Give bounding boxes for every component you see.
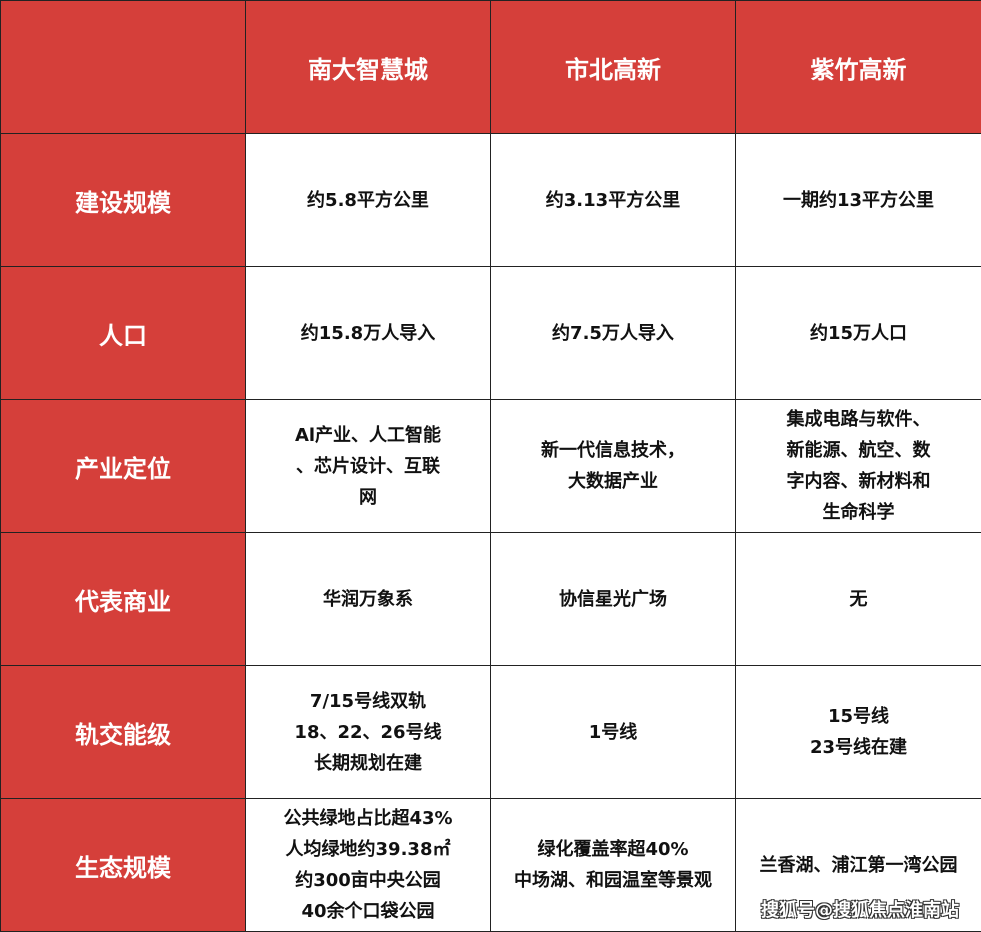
cell-line: 生命科学 [822,502,895,523]
cell-line: 1号线 [588,721,638,743]
table-cell: 兰香湖、浦江第一湾公园 [735,798,981,932]
cell-line: 约3.13平方公里 [545,189,681,211]
cell-line: 约7.5万人导入 [552,322,674,344]
cell-line: 无 [849,588,868,610]
watermark: 搜狐号@搜狐焦点淮南站 [761,900,959,921]
cell-line: 绿化覆盖率超40% [537,839,689,860]
header-zizhu: 紫竹高新 [735,0,981,134]
cell-line: Al产业、人工智能 [294,424,442,446]
cell-line: 约5.8平方公里 [307,189,429,211]
table-cell: Al产业、人工智能 、芯片设计、互联网 [245,399,491,533]
table-cell: 1号线 [490,665,736,799]
cell-line: 新能源、航空、数 [786,440,931,461]
cell-line: 协信星光广场 [559,588,667,610]
cell-line: 约300亩中央公园 [295,870,441,891]
header-corner [0,0,246,134]
table-cell: 新一代信息技术， 大数据产业 [490,399,736,533]
header-nanda: 南大智慧城 [245,0,491,134]
cell-line: 网 [359,486,377,508]
row-label: 轨交能级 [0,665,246,799]
cell-line: 约15万人口 [809,322,908,344]
table-row: 产业定位 Al产业、人工智能 、芯片设计、互联网新一代信息技术， 大数据产业 集成电路与… [0,399,981,533]
cell-line: 人均绿地约39.38㎡ [285,839,451,860]
cell-line: 23号线在建 [809,737,908,758]
table-cell: 集成电路与软件、 新能源、航空、数 字内容、新材料和 生命科学 [735,399,981,533]
row-label: 人口 [0,266,246,400]
cell-line: 一期约13平方公里 [782,189,935,211]
cell-line: 华润万象系 [323,588,413,610]
table-cell: 约15.8万人导入 [245,266,491,400]
table-cell: 华润万象系 [245,532,491,666]
table-cell: 一期约13平方公里 [735,133,981,267]
cell-line: 字内容、新材料和 [786,471,931,492]
table-row: 代表商业 华润万象系 协信星光广场 无 [0,532,981,666]
cell-line: 、芯片设计、互联 [296,455,440,477]
cell-line: 约15.8万人导入 [300,322,436,344]
header-row: 南大智慧城 市北高新 紫竹高新 [0,0,981,134]
row-label: 代表商业 [0,532,246,666]
cell-line: 公共绿地占比超43% [283,808,453,829]
table-cell: 约15万人口 [735,266,981,400]
cell-line: 7/15号线双轨 [309,690,427,712]
row-label: 生态规模 [0,798,246,932]
cell-line: 集成电路与软件、 [786,409,931,430]
table-cell: 公共绿地占比超43% 人均绿地约39.38㎡ 约300亩中央公园 40余个口袋公园 [245,798,491,932]
row-label: 产业定位 [0,399,246,533]
cell-line: 长期规划在建 [314,752,422,774]
cell-line: 新一代信息技术， [541,440,685,461]
table-cell: 绿化覆盖率超40% 中场湖、和园温室等景观 [490,798,736,932]
header-shibei: 市北高新 [490,0,736,134]
table-row: 生态规模 公共绿地占比超43% 人均绿地约39.38㎡ 约300亩中央公园 40余个口袋… [0,798,981,932]
table-cell: 约7.5万人导入 [490,266,736,400]
cell-line: 15号线 [827,706,890,727]
cell-line: 18、22、26号线 [294,721,442,743]
table-cell: 约5.8平方公里 [245,133,491,267]
table-cell: 约3.13平方公里 [490,133,736,267]
cell-line: 大数据产业 [568,471,658,492]
table-cell: 7/15号线双轨 18、22、26号线 长期规划在建 [245,665,491,799]
table-cell: 15号线 23号线在建 [735,665,981,799]
table-cell: 协信星光广场 [490,532,736,666]
row-label: 建设规模 [0,133,246,267]
cell-line: 中场湖、和园温室等景观 [514,870,712,891]
cell-line: 40余个口袋公园 [301,901,435,922]
table-row: 建设规模 约5.8平方公里 约3.13平方公里 一期约13平方公里 [0,133,981,267]
table-cell: 无 [735,532,981,666]
table-row: 人口 约15.8万人导入 约7.5万人导入 约15万人口 [0,266,981,400]
cell-line: 兰香湖、浦江第一湾公园 [759,854,958,876]
table-row: 轨交能级 7/15号线双轨 18、22、26号线 长期规划在建 1号线 15号线 23号线在… [0,665,981,799]
